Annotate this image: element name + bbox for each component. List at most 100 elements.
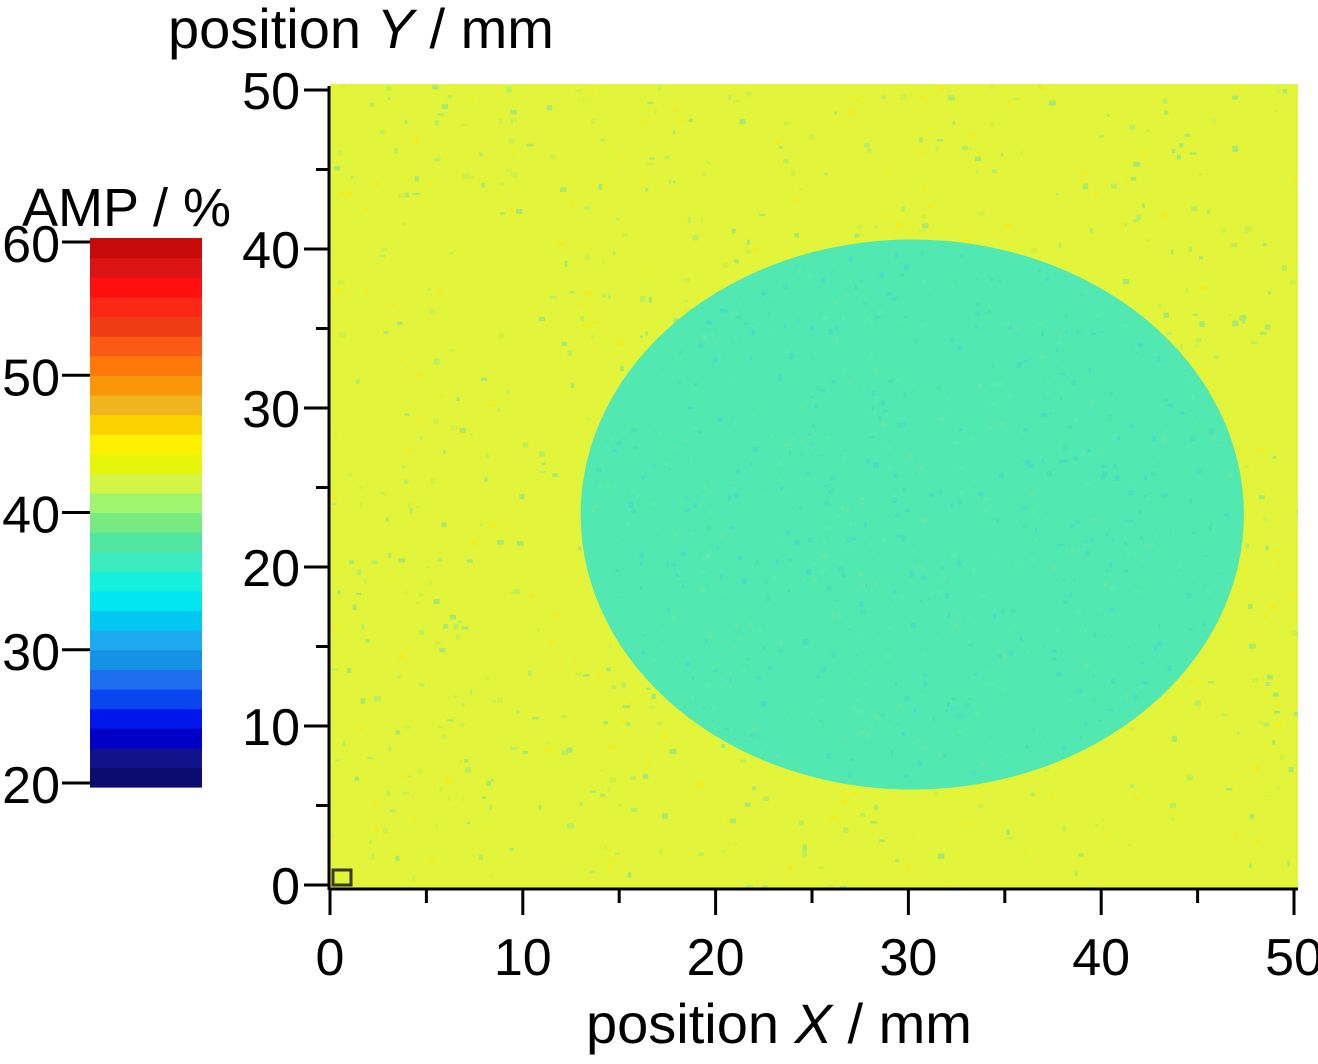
speckle (1294, 711, 1298, 717)
speckle (388, 553, 392, 559)
speckle (459, 427, 466, 433)
defect-speckle (1031, 513, 1038, 516)
defect-speckle (919, 464, 924, 471)
defect-speckle (666, 561, 669, 568)
speckle (427, 287, 432, 291)
defect-speckle (869, 320, 874, 326)
defect-speckle (1041, 741, 1046, 745)
speckle (1162, 98, 1168, 104)
speckle (608, 293, 611, 300)
speckle (609, 777, 616, 783)
speckle (603, 721, 609, 725)
speckle (458, 124, 462, 130)
speckle (356, 569, 362, 576)
speckle (455, 634, 460, 640)
defect-speckle (733, 335, 737, 340)
speckle (338, 150, 343, 156)
defect-speckle (684, 508, 691, 513)
speckle (818, 866, 825, 870)
defect-speckle (752, 412, 755, 417)
defect-speckle (959, 254, 964, 257)
speckle (1062, 826, 1066, 831)
speckle (648, 706, 655, 709)
speckle (482, 796, 486, 799)
speckle (639, 178, 644, 184)
speckle (1256, 448, 1263, 451)
defect-speckle (1071, 380, 1076, 385)
speckle (434, 120, 440, 126)
speckle (1111, 183, 1117, 189)
speckle (1120, 223, 1125, 227)
defect-speckle (729, 677, 732, 683)
defect-speckle (1028, 463, 1035, 469)
defect-speckle (1022, 428, 1028, 432)
defect-speckle (951, 284, 955, 288)
speckle (481, 182, 485, 188)
defect-speckle (1068, 698, 1073, 701)
speckle (647, 760, 651, 766)
defect-speckle (1055, 340, 1061, 344)
defect-speckle (832, 611, 836, 618)
defect-speckle (801, 578, 807, 582)
defect-speckle (766, 378, 770, 381)
speckle (963, 240, 970, 243)
speckle (1193, 313, 1198, 316)
speckle (1188, 680, 1195, 685)
defect-speckle (968, 644, 973, 647)
defect-speckle (779, 640, 784, 645)
defect-speckle (1136, 590, 1142, 593)
defect-speckle (869, 351, 873, 356)
defect-speckle (633, 464, 636, 469)
speckle (445, 778, 452, 785)
defect-speckle (823, 500, 829, 505)
defect-speckle (700, 570, 706, 574)
speckle (564, 260, 568, 267)
defect-speckle (715, 546, 719, 550)
defect-speckle (1058, 543, 1065, 546)
speckle (389, 574, 396, 578)
defect-speckle (788, 353, 794, 359)
speckle (406, 646, 410, 650)
speckle (620, 157, 623, 162)
defect-speckle (1073, 417, 1079, 422)
speckle (1251, 678, 1259, 683)
defect-speckle (910, 771, 914, 776)
speckle (361, 623, 365, 630)
defect-speckle (1161, 435, 1167, 442)
defect-speckle (1167, 665, 1172, 671)
defect-speckle (957, 728, 962, 733)
speckle (1262, 242, 1267, 246)
speckle (516, 710, 520, 714)
speckle (382, 827, 388, 834)
speckle (395, 855, 400, 862)
defect-speckle (711, 332, 715, 338)
defect-speckle (871, 390, 876, 396)
speckle (430, 859, 434, 865)
speckle (840, 799, 847, 805)
speckle (412, 815, 415, 821)
speckle (467, 559, 473, 563)
speckle (1178, 143, 1184, 148)
speckle (784, 121, 791, 126)
speckle (947, 94, 954, 98)
defect-speckle (813, 351, 817, 356)
defect-speckle (777, 650, 784, 653)
speckle (745, 884, 753, 888)
speckle (342, 741, 346, 747)
defect-speckle (865, 584, 868, 588)
speckle (669, 749, 677, 755)
defect-speckle (703, 484, 707, 491)
defect-speckle (1161, 493, 1167, 498)
defect-speckle (1062, 365, 1065, 369)
defect-speckle (893, 589, 897, 594)
speckle (1113, 781, 1116, 786)
speckle (615, 852, 620, 855)
speckle (574, 659, 578, 665)
speckle (602, 260, 605, 265)
speckle (896, 222, 901, 229)
defect-speckle (1166, 492, 1169, 497)
defect-speckle (901, 732, 905, 736)
speckle (1255, 765, 1261, 772)
speckle (864, 143, 870, 148)
defect-speckle (998, 555, 1002, 558)
